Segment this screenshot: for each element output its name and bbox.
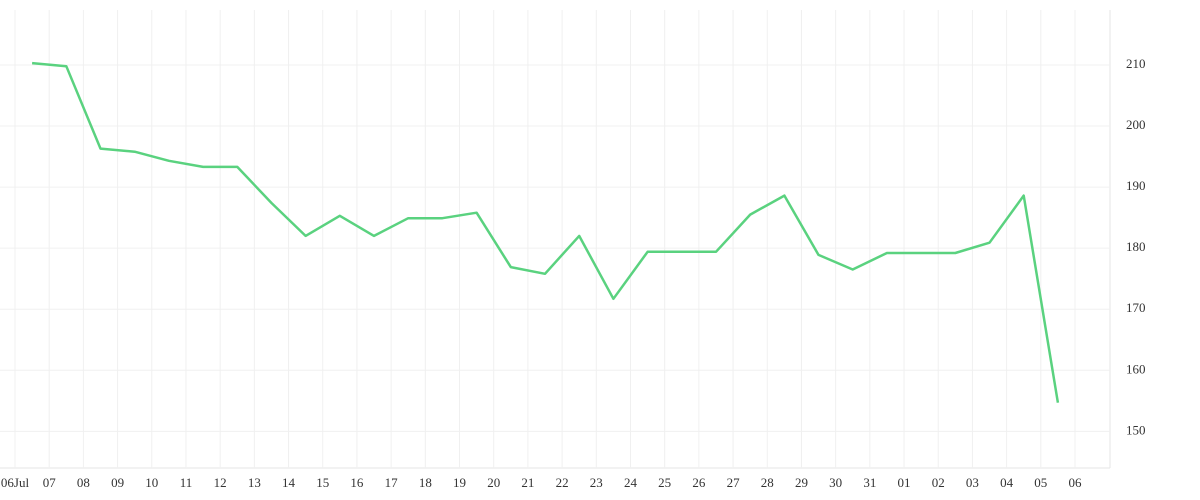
x-tick-label: 06 <box>1069 475 1083 490</box>
x-tick-label: 17 <box>385 475 399 490</box>
x-tick-label: 28 <box>761 475 774 490</box>
price-line <box>31 61 1060 403</box>
y-tick-label: 190 <box>1126 178 1146 193</box>
x-tick-label: 26 <box>692 475 706 490</box>
x-tick-label: 21 <box>521 475 534 490</box>
x-tick-label: 01 <box>898 475 911 490</box>
x-tick-label: 16 <box>350 475 364 490</box>
x-tick-label: 15 <box>316 475 329 490</box>
y-tick-label: 180 <box>1126 239 1146 254</box>
x-tick-label: 24 <box>624 475 638 490</box>
x-tick-label: 23 <box>590 475 603 490</box>
x-tick-label: 06Jul <box>1 475 30 490</box>
x-tick-label: 22 <box>556 475 569 490</box>
y-tick-label: 160 <box>1126 361 1146 376</box>
x-tick-label: 02 <box>932 475 945 490</box>
x-tick-label: 31 <box>863 475 876 490</box>
x-tick-label: 14 <box>282 475 296 490</box>
y-tick-label: 210 <box>1126 56 1146 71</box>
x-tick-label: 11 <box>180 475 193 490</box>
x-tick-label: 09 <box>111 475 124 490</box>
x-tick-label: 20 <box>487 475 500 490</box>
y-tick-label: 200 <box>1126 117 1146 132</box>
x-tick-label: 25 <box>658 475 671 490</box>
x-tick-label: 07 <box>43 475 57 490</box>
x-tick-label: 29 <box>795 475 808 490</box>
x-tick-label: 30 <box>829 475 842 490</box>
y-tick-label: 170 <box>1126 300 1146 315</box>
x-tick-label: 13 <box>248 475 261 490</box>
x-tick-label: 18 <box>419 475 432 490</box>
x-tick-label: 27 <box>727 475 741 490</box>
x-tick-label: 08 <box>77 475 90 490</box>
x-tick-label: 12 <box>214 475 227 490</box>
y-tick-label: 150 <box>1126 422 1146 437</box>
x-tick-label: 10 <box>145 475 158 490</box>
x-tick-label: 05 <box>1034 475 1047 490</box>
x-tick-label: 04 <box>1000 475 1014 490</box>
x-tick-label: 19 <box>453 475 466 490</box>
x-tick-label: 03 <box>966 475 979 490</box>
